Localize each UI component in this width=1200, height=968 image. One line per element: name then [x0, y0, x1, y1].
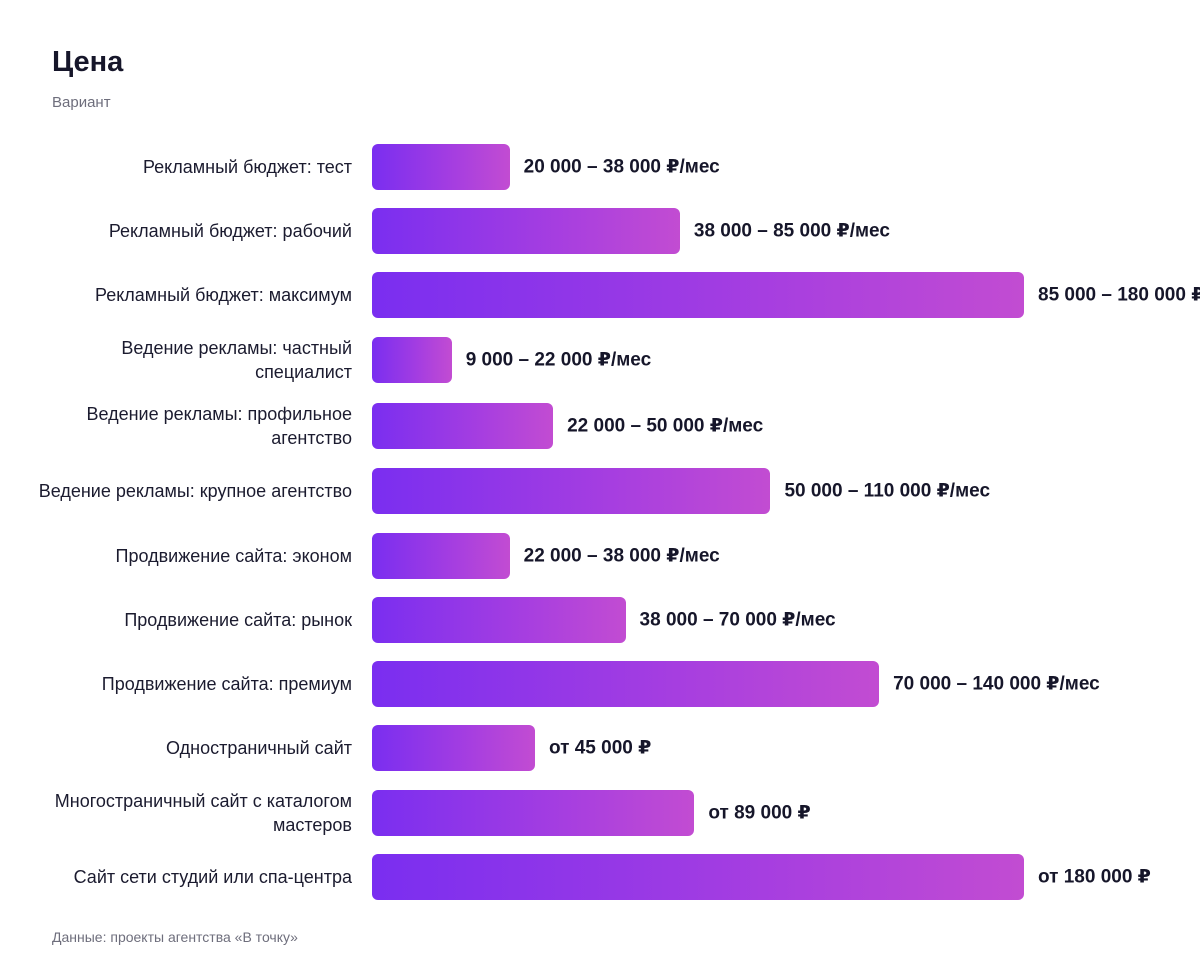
category-label: Продвижение сайта: эконом: [115, 546, 352, 566]
bar-value-label: 38 000 – 70 000 ₽/мес: [639, 609, 836, 631]
data-source-note: Данные: проекты агентства «В точку»: [52, 929, 298, 945]
bar-value-label: от 180 000 ₽: [1038, 866, 1151, 888]
bar: [372, 725, 535, 771]
bar: [372, 272, 1024, 318]
bar: [372, 403, 554, 449]
bar-value-label: от 89 000 ₽: [708, 802, 811, 824]
category-label: Ведение рекламы: частный специалист: [121, 338, 352, 382]
category-label: Рекламный бюджет: максимум: [94, 285, 352, 305]
category-label: Сайт сети студий или спа-центра: [73, 867, 352, 887]
bar: [372, 661, 880, 707]
bar: [372, 597, 626, 643]
bar: [372, 533, 510, 579]
chart-title: Цена: [52, 46, 124, 78]
category-label: Продвижение сайта: рынок: [124, 610, 352, 630]
bar-value-label: 9 000 – 22 000 ₽/мес: [465, 349, 652, 371]
bar: [372, 337, 452, 383]
bar-value-label: от 45 000 ₽: [549, 737, 652, 759]
bar-value-label: 85 000 – 180 000 ₽/мес: [1038, 284, 1200, 306]
category-label: Ведение рекламы: профильное агентство: [86, 404, 352, 448]
category-label: Продвижение сайта: премиум: [101, 674, 352, 694]
chart-subtitle: Вариант: [52, 94, 111, 111]
bar-value-label: 38 000 – 85 000 ₽/мес: [693, 220, 890, 242]
category-label: Ведение рекламы: крупное агентство: [38, 481, 352, 501]
bar: [372, 790, 695, 836]
bar: [372, 144, 510, 190]
bar: [372, 208, 680, 254]
category-label: Рекламный бюджет: тест: [142, 157, 352, 177]
bar-value-label: 20 000 – 38 000 ₽/мес: [523, 156, 720, 178]
category-label: Одностраничный сайт: [166, 738, 352, 758]
bar-value-label: 22 000 – 50 000 ₽/мес: [567, 415, 764, 437]
bar-value-label: 50 000 – 110 000 ₽/мес: [784, 480, 991, 502]
bar: [372, 854, 1024, 900]
bar-value-label: 70 000 – 140 000 ₽/мес: [893, 673, 1100, 695]
bar: [372, 468, 771, 514]
category-label: Рекламный бюджет: рабочий: [108, 221, 352, 241]
category-label: Многостраничный сайт с каталогом мастеро…: [54, 791, 352, 835]
bar-value-label: 22 000 – 38 000 ₽/мес: [523, 545, 720, 567]
